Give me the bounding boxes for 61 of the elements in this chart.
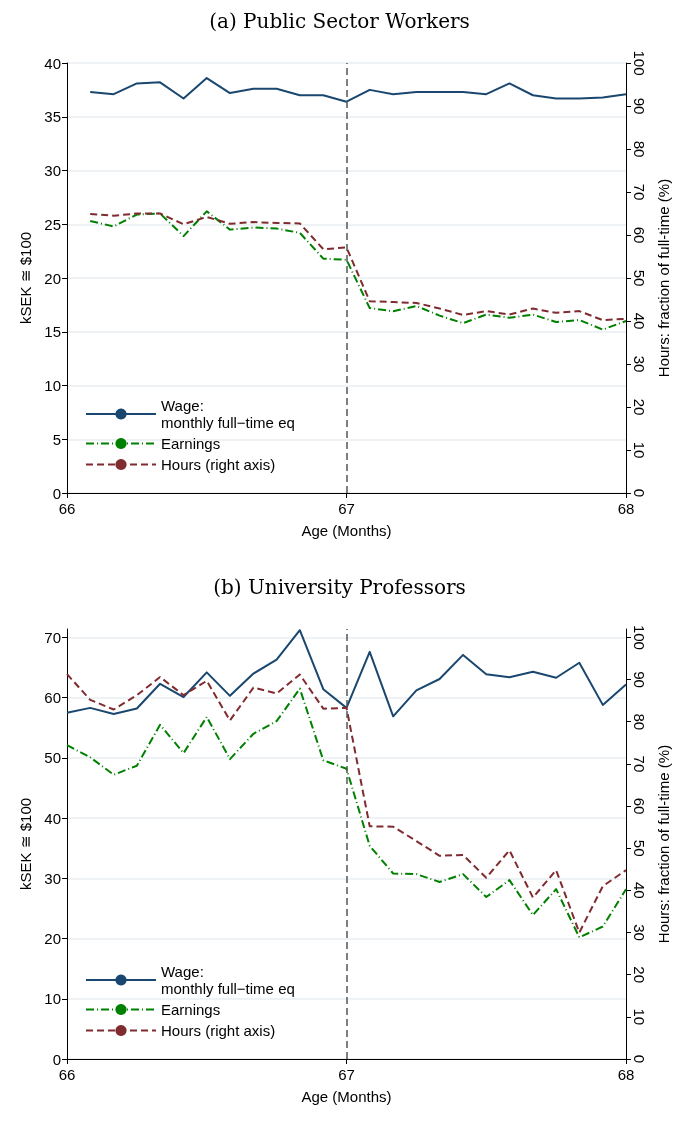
y2-tick-label: 70 bbox=[631, 183, 648, 201]
y-tick-label: 10 bbox=[44, 377, 61, 394]
y-tick-label: 25 bbox=[44, 215, 61, 233]
legend-label: Wage: monthly full−time eq bbox=[161, 963, 295, 997]
legend-label: Hours (right axis) bbox=[161, 1022, 276, 1039]
y-tick-label: 30 bbox=[44, 869, 61, 887]
y-tick-label: 20 bbox=[44, 269, 61, 287]
y2-tick-label: 50 bbox=[631, 269, 648, 287]
y-tick-label: 70 bbox=[44, 628, 61, 646]
legend-label: Wage: monthly full−time eq bbox=[161, 397, 295, 431]
y-tick-label: 15 bbox=[44, 323, 61, 341]
y2-tick-label: 100 bbox=[631, 50, 648, 76]
y2-tick-label: 100 bbox=[631, 624, 648, 650]
y2-tick-label: 30 bbox=[631, 355, 648, 373]
y2-tick-label: 10 bbox=[631, 441, 648, 459]
y2-tick-label: 70 bbox=[631, 755, 648, 773]
x-tick-label: 67 bbox=[338, 500, 355, 517]
y2-tick-label: 20 bbox=[631, 966, 648, 984]
y-tick-label: 50 bbox=[44, 749, 61, 767]
y-tick-label: 20 bbox=[44, 930, 61, 948]
y2-axis-title: Hours: fraction of full-time (%) bbox=[655, 178, 672, 378]
y2-tick-label: 20 bbox=[631, 398, 648, 416]
y2-tick-label: 80 bbox=[631, 713, 648, 731]
y-tick-label: 0 bbox=[52, 1050, 61, 1068]
x-axis-title: Age (Months) bbox=[301, 1088, 392, 1105]
y2-tick-label: 50 bbox=[631, 839, 648, 857]
y2-axis-title: Hours: fraction of full-time (%) bbox=[655, 744, 672, 944]
y-tick-label: 5 bbox=[52, 430, 61, 448]
line-series bbox=[89, 77, 627, 103]
x-axis-title: Age (Months) bbox=[301, 522, 392, 539]
y-tick-label: 30 bbox=[44, 162, 61, 179]
y2-tick-label: 0 bbox=[631, 1054, 648, 1064]
chart-title: (b) University Professors bbox=[213, 575, 466, 599]
legend-label: Earnings bbox=[161, 1001, 221, 1018]
x-tick-label: 66 bbox=[58, 1066, 76, 1083]
x-tick-label: 68 bbox=[617, 500, 635, 517]
y-axis-title: kSEK ≅ $100 bbox=[17, 231, 35, 325]
y2-tick-label: 30 bbox=[631, 924, 648, 941]
y2-tick-label: 80 bbox=[631, 140, 648, 158]
y2-tick-label: 40 bbox=[631, 312, 648, 330]
y-tick-label: 10 bbox=[44, 990, 61, 1008]
x-tick-label: 67 bbox=[338, 1066, 355, 1083]
y2-tick-label: 90 bbox=[631, 671, 648, 688]
y-tick-label: 40 bbox=[44, 54, 61, 72]
legend-label: Earnings bbox=[161, 435, 221, 452]
y-tick-label: 40 bbox=[44, 809, 61, 827]
y2-tick-label: 60 bbox=[631, 226, 648, 244]
y2-tick-label: 0 bbox=[631, 488, 648, 498]
x-tick-label: 68 bbox=[617, 1066, 635, 1083]
y2-tick-label: 10 bbox=[631, 1008, 648, 1026]
y2-tick-label: 90 bbox=[631, 97, 648, 115]
chart-title: (a) Public Sector Workers bbox=[209, 9, 470, 33]
y-tick-label: 35 bbox=[44, 108, 61, 126]
y2-tick-label: 60 bbox=[631, 797, 648, 815]
x-tick-label: 66 bbox=[58, 500, 76, 517]
y-tick-label: 60 bbox=[44, 689, 61, 707]
y2-tick-label: 40 bbox=[631, 882, 648, 899]
line-series bbox=[66, 629, 627, 718]
legend-label: Hours (right axis) bbox=[161, 456, 276, 473]
y-tick-label: 0 bbox=[52, 484, 61, 502]
y-axis-title: kSEK ≅ $100 bbox=[17, 797, 35, 891]
